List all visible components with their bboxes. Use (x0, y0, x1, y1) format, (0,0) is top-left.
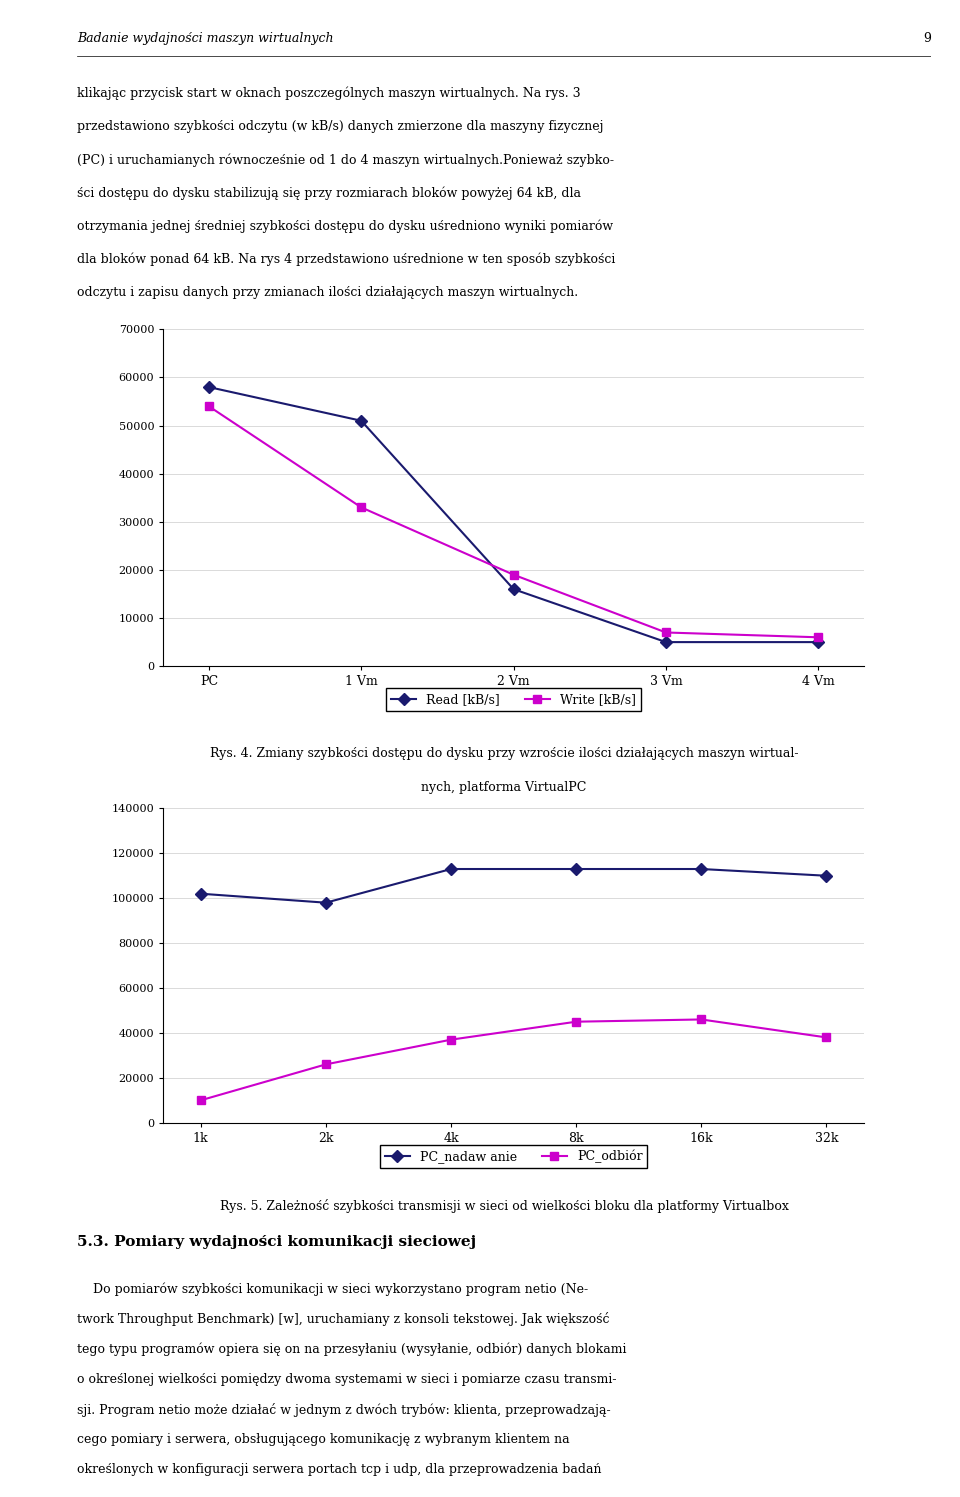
Text: sji. Program ​netio​ może działać w jednym z dwóch trybów: klienta, przeprowadza: sji. Program ​netio​ może działać w jedn… (77, 1403, 611, 1416)
Text: Rys. 4. Zmiany szybkości dostępu do dysku przy wzroście ilości działających masz: Rys. 4. Zmiany szybkości dostępu do dysk… (209, 747, 799, 760)
Text: dla bloków ponad 64 kB. Na rys 4 przedstawiono uśrednione w ten sposób szybkości: dla bloków ponad 64 kB. Na rys 4 przedst… (77, 253, 615, 266)
Text: twork Throughput Benchmark) [w], uruchamiany z konsoli tekstowej. Jak większość: twork Throughput Benchmark) [w], urucham… (77, 1313, 610, 1326)
Text: 9: 9 (924, 31, 931, 45)
Text: nych, platforma VirtualPC: nych, platforma VirtualPC (421, 780, 587, 793)
Text: ści dostępu do dysku stabilizują się przy rozmiarach bloków powyżej 64 kB, dla: ści dostępu do dysku stabilizują się prz… (77, 187, 581, 201)
Text: określonych w konfiguracji serwera portach tcp i udp, dla przeprowadzenia badań: określonych w konfiguracji serwera porta… (77, 1463, 601, 1476)
Text: przedstawiono szybkości odczytu (w kB/s) danych zmierzone dla maszyny fizycznej: przedstawiono szybkości odczytu (w kB/s)… (77, 120, 603, 133)
Text: otrzymania jednej średniej szybkości dostępu do dysku uśredniono wyniki pomiarów: otrzymania jednej średniej szybkości dos… (77, 220, 612, 234)
Text: Do pomiarów szybkości komunikacji w sieci wykorzystano program ​netio​ (Ne-: Do pomiarów szybkości komunikacji w siec… (77, 1281, 588, 1296)
Text: Rys. 5. Zależność szybkości transmisji w sieci od wielkości bloku dla platformy : Rys. 5. Zależność szybkości transmisji w… (220, 1199, 788, 1213)
Text: odczytu i zapisu danych przy zmianach ilości działających maszyn wirtualnych.: odczytu i zapisu danych przy zmianach il… (77, 286, 578, 299)
Text: (PC) i uruchamianych równocześnie od 1 do 4 maszyn wirtualnych.Ponieważ szybko-: (PC) i uruchamianych równocześnie od 1 d… (77, 153, 613, 166)
Text: o określonej wielkości pomiędzy dwoma systemami w sieci i pomiarze czasu transmi: o określonej wielkości pomiędzy dwoma sy… (77, 1373, 616, 1386)
Text: cego pomiary i serwera, obsługującego komunikację z wybranym klientem na: cego pomiary i serwera, obsługującego ko… (77, 1433, 569, 1446)
Text: Badanie wydajności maszyn wirtualnych: Badanie wydajności maszyn wirtualnych (77, 31, 333, 45)
Text: tego typu programów opiera się on na przesyłaniu (wysyłanie, odbiór) danych blok: tego typu programów opiera się on na prz… (77, 1343, 626, 1356)
Text: klikając przycisk start w oknach poszczególnych maszyn wirtualnych. Na rys. 3: klikając przycisk start w oknach poszcze… (77, 87, 581, 100)
Legend: Read [kB/s], Write [kB/s]: Read [kB/s], Write [kB/s] (386, 689, 641, 711)
Legend: PC_nadaw anie, PC_odbiór: PC_nadaw anie, PC_odbiór (380, 1145, 647, 1168)
Text: 5.3. Pomiary wydajności komunikacji sieciowej: 5.3. Pomiary wydajności komunikacji siec… (77, 1235, 476, 1248)
